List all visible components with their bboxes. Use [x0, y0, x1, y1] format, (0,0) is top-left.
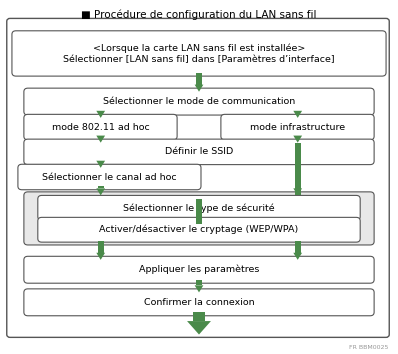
Text: Définir le SSID: Définir le SSID — [165, 147, 233, 156]
FancyBboxPatch shape — [24, 88, 374, 115]
Bar — [295, 143, 301, 195]
Polygon shape — [293, 111, 302, 118]
Text: Appliquer les paramètres: Appliquer les paramètres — [139, 265, 259, 274]
Polygon shape — [195, 285, 203, 292]
Polygon shape — [96, 161, 105, 168]
FancyBboxPatch shape — [24, 289, 374, 316]
Text: ■ Procédure de configuration du LAN sans fil: ■ Procédure de configuration du LAN sans… — [81, 10, 317, 20]
FancyBboxPatch shape — [24, 139, 374, 165]
Polygon shape — [293, 188, 302, 195]
Bar — [196, 73, 202, 85]
Text: Sélectionner le mode de communication: Sélectionner le mode de communication — [103, 97, 295, 106]
FancyBboxPatch shape — [24, 192, 374, 245]
Bar — [196, 280, 202, 285]
Text: Sélectionner le type de sécurité: Sélectionner le type de sécurité — [123, 203, 275, 212]
Polygon shape — [96, 188, 105, 195]
Polygon shape — [293, 136, 302, 143]
Text: Activer/désactiver le cryptage (WEP/WPA): Activer/désactiver le cryptage (WEP/WPA) — [100, 225, 298, 234]
Bar — [98, 111, 104, 112]
FancyBboxPatch shape — [38, 217, 360, 242]
FancyBboxPatch shape — [12, 31, 386, 76]
Bar — [98, 186, 104, 188]
Bar — [295, 111, 301, 112]
Text: mode infrastructure: mode infrastructure — [250, 122, 345, 132]
Polygon shape — [187, 321, 211, 335]
FancyBboxPatch shape — [18, 164, 201, 190]
Text: <Lorsque la carte LAN sans fil est installée>
Sélectionner [LAN sans fil] dans [: <Lorsque la carte LAN sans fil est insta… — [63, 43, 335, 64]
FancyBboxPatch shape — [221, 114, 374, 140]
Polygon shape — [195, 85, 203, 92]
FancyBboxPatch shape — [7, 18, 389, 337]
Bar — [98, 241, 104, 253]
Polygon shape — [96, 111, 105, 118]
Bar — [196, 199, 202, 224]
Polygon shape — [293, 253, 302, 260]
Polygon shape — [96, 253, 105, 260]
Text: FR BBM0025: FR BBM0025 — [349, 345, 388, 350]
Bar — [193, 312, 205, 321]
Text: Confirmer la connexion: Confirmer la connexion — [144, 298, 254, 307]
Text: mode 802.11 ad hoc: mode 802.11 ad hoc — [52, 122, 149, 132]
FancyBboxPatch shape — [24, 114, 177, 140]
FancyBboxPatch shape — [38, 195, 360, 220]
Text: Sélectionner le canal ad hoc: Sélectionner le canal ad hoc — [42, 172, 177, 182]
Polygon shape — [96, 136, 105, 143]
FancyBboxPatch shape — [24, 256, 374, 283]
Bar — [295, 241, 301, 253]
